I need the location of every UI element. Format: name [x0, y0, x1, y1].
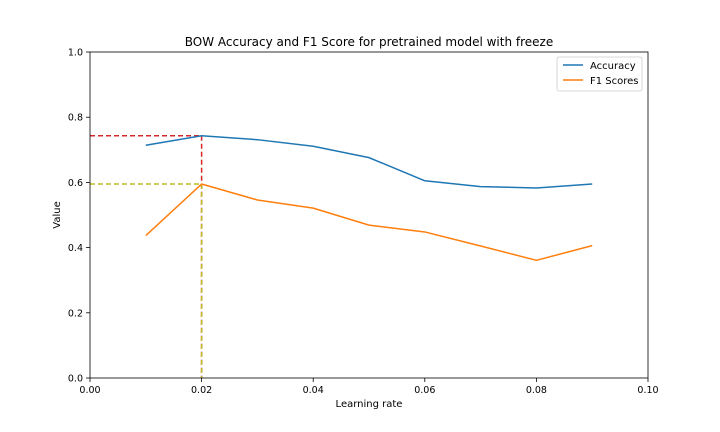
x-axis: 0.00 0.02 0.04 0.06 0.08 0.10: [79, 378, 659, 396]
series-line-accuracy: [145, 135, 593, 189]
series-line-f1-scores: [145, 183, 593, 262]
x-tick-label: 0.02: [191, 385, 212, 396]
y-axis-label: Value: [52, 201, 63, 228]
x-tick-label: 0.04: [303, 385, 324, 396]
reference-lines: [90, 135, 203, 378]
y-axis: 0.0 0.2 0.4 0.6 0.8 1.0: [68, 48, 90, 385]
y-tick-label: 1.0: [68, 48, 83, 59]
chart-title: BOW Accuracy and F1 Score for pretrained…: [185, 35, 553, 49]
y-tick-label: 0.2: [68, 308, 83, 319]
y-tick-label: 0.8: [68, 113, 83, 124]
x-tick-label: 0.08: [526, 385, 547, 396]
x-tick-label: 0.00: [79, 385, 100, 396]
legend: Accuracy F1 Scores: [556, 56, 643, 92]
y-tick-label: 0.6: [68, 178, 83, 189]
x-axis-label: Learning rate: [336, 399, 403, 410]
legend-label-f1-scores: F1 Scores: [590, 76, 639, 87]
series-layer: [145, 135, 593, 262]
plot-area-frame: [89, 51, 649, 379]
x-tick-label: 0.10: [637, 385, 658, 396]
legend-label-accuracy: Accuracy: [590, 61, 636, 72]
x-tick-label: 0.06: [414, 385, 435, 396]
y-tick-label: 0.0: [68, 374, 83, 385]
y-tick-label: 0.4: [68, 243, 83, 254]
